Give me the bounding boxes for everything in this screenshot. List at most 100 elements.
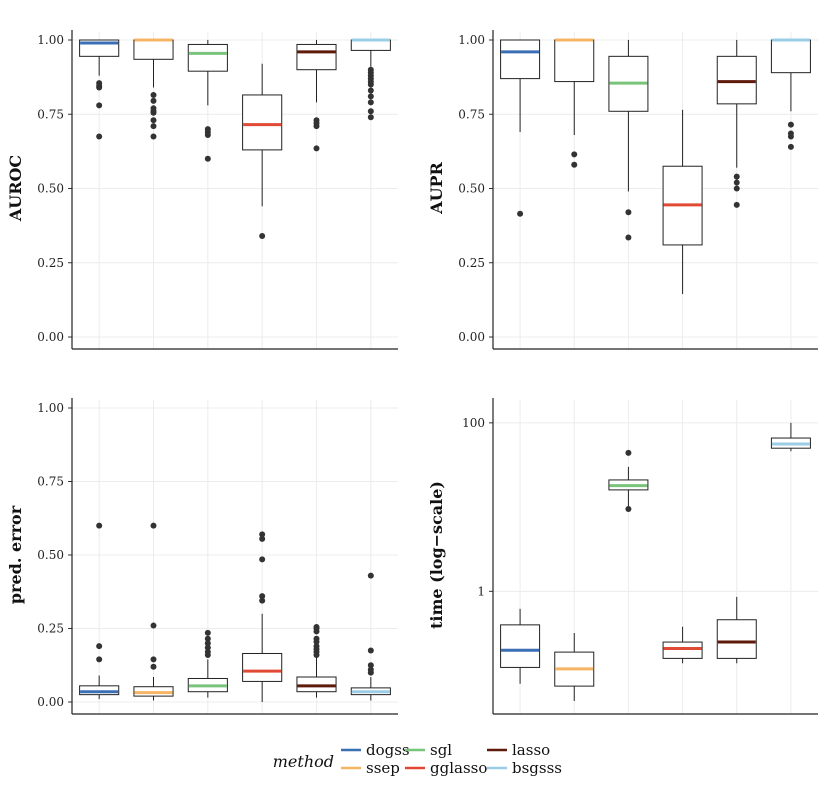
- outlier-prederror-gglasso-3: [259, 593, 266, 600]
- outlier-aupr-sgl-1: [625, 234, 632, 241]
- box-aupr-bsgsss: [770, 38, 811, 150]
- box-time-lasso: [716, 596, 757, 664]
- outlier-aupr-bsgsss-2: [787, 133, 794, 140]
- outlier-prederror-ssep-2: [150, 656, 157, 663]
- legend-label-bsgsss: bsgsss: [512, 759, 562, 777]
- outlier-prederror-bsgsss-2: [367, 662, 374, 669]
- outlier-auroc-lasso-3: [313, 145, 320, 152]
- ytick-label-time-1: 100: [462, 416, 485, 430]
- ylabel-time: time (log−scale): [427, 481, 446, 629]
- outlier-auroc-sgl-2: [204, 132, 211, 139]
- ytick-label-prederror-4: 1.00: [37, 401, 64, 415]
- outlier-prederror-gglasso-0: [259, 531, 266, 538]
- outlier-aupr-lasso-1: [733, 179, 740, 186]
- ytick-label-prederror-3: 0.75: [37, 475, 64, 489]
- outlier-prederror-sgl-5: [204, 651, 211, 658]
- outlier-auroc-bsgsss-10: [367, 114, 374, 121]
- outlier-auroc-ssep-5: [150, 117, 157, 124]
- box-body-time-gglasso: [662, 641, 703, 659]
- ytick-label-prederror-2: 0.50: [37, 548, 64, 562]
- ytick-label-prederror-1: 0.25: [37, 622, 64, 636]
- outlier-prederror-ssep-3: [150, 663, 157, 670]
- outlier-auroc-ssep-1: [150, 97, 157, 104]
- box-body-auroc-sgl: [187, 43, 228, 72]
- ytick-label-aupr-1: 0.25: [458, 256, 485, 270]
- outlier-auroc-ssep-6: [150, 123, 157, 130]
- ytick-label-auroc-3: 0.75: [37, 107, 64, 121]
- box-auroc-bsgsss: [350, 38, 391, 121]
- box-auroc-gglasso: [242, 63, 283, 240]
- ylabel-prederror: pred. error: [6, 505, 25, 604]
- legend-title: method: [273, 752, 334, 771]
- box-body-aupr-dogss: [500, 39, 541, 80]
- box-auroc-dogss: [79, 39, 120, 140]
- ytick-label-aupr-4: 1.00: [458, 33, 485, 47]
- outlier-auroc-bsgsss-5: [367, 81, 374, 88]
- outlier-auroc-bsgsss-7: [367, 93, 374, 100]
- outlier-auroc-bsgsss-8: [367, 99, 374, 106]
- legend-label-sgl: sgl: [430, 741, 452, 759]
- legend-label-ssep: ssep: [366, 759, 400, 777]
- outlier-auroc-dogss-3: [96, 102, 103, 109]
- box-aupr-sgl: [608, 40, 649, 241]
- box-aupr-gglasso: [662, 109, 703, 294]
- outlier-prederror-sgl-3: [204, 644, 211, 651]
- ytick-label-time-0: 1: [477, 584, 485, 598]
- box-prederror-dogss: [79, 522, 120, 700]
- outlier-prederror-lasso-2: [313, 628, 320, 635]
- outlier-auroc-ssep-4: [150, 109, 157, 116]
- outlier-time-sgl-1: [625, 505, 632, 512]
- outlier-auroc-lasso-2: [313, 123, 320, 130]
- ytick-label-prederror-0: 0.00: [37, 695, 64, 709]
- box-body-aupr-bsgsss: [770, 39, 811, 74]
- outlier-prederror-sgl-2: [204, 640, 211, 647]
- ytick-label-aupr-2: 0.50: [458, 182, 485, 196]
- legend-label-lasso: lasso: [512, 741, 550, 759]
- outlier-prederror-sgl-1: [204, 635, 211, 642]
- box-auroc-sgl: [187, 40, 228, 162]
- outlier-aupr-dogss-0: [517, 210, 524, 217]
- outlier-prederror-dogss-2: [96, 656, 103, 663]
- outlier-aupr-ssep-0: [571, 151, 578, 158]
- panel-auroc: AUROC 0.00 0.25 0.50 0.75 1.00: [6, 30, 398, 350]
- box-body-aupr-ssep: [554, 39, 595, 83]
- outlier-prederror-bsgsss-1: [367, 647, 374, 654]
- outlier-prederror-lasso-8: [313, 651, 320, 658]
- box-body-time-lasso: [716, 619, 757, 659]
- panel-prederror: pred. error 0.00 0.25 0.50 0.75 1.00: [6, 398, 398, 715]
- box-time-ssep: [554, 633, 595, 701]
- outlier-prederror-lasso-4: [313, 638, 320, 645]
- panel-aupr: AUPR 0.00 0.25 0.50 0.75 1.00: [427, 30, 818, 350]
- outlier-prederror-dogss-0: [96, 522, 103, 529]
- outlier-auroc-ssep-0: [150, 91, 157, 98]
- ytick-label-aupr-3: 0.75: [458, 107, 485, 121]
- outlier-auroc-bsgsss-9: [367, 108, 374, 115]
- box-time-dogss: [500, 608, 541, 684]
- outlier-auroc-ssep-7: [150, 133, 157, 140]
- box-body-auroc-lasso: [296, 43, 337, 71]
- box-aupr-dogss: [500, 39, 541, 217]
- box-body-prederror-gglasso: [242, 652, 283, 682]
- outlier-aupr-bsgsss-0: [787, 121, 794, 128]
- legend: method dogss ssep sgl gglasso lasso bsgs…: [273, 741, 562, 777]
- outlier-prederror-gglasso-2: [259, 556, 266, 563]
- box-auroc-lasso: [296, 40, 337, 152]
- outlier-auroc-gglasso-0: [259, 233, 266, 240]
- outlier-time-sgl-0: [625, 449, 632, 456]
- outlier-aupr-bsgsss-3: [787, 143, 794, 150]
- outlier-auroc-bsgsss-6: [367, 87, 374, 94]
- box-time-sgl: [608, 449, 649, 512]
- box-body-auroc-gglasso: [242, 94, 283, 151]
- outlier-prederror-bsgsss-4: [367, 669, 374, 676]
- box-time-bsgsss: [770, 422, 811, 452]
- outlier-prederror-gglasso-4: [259, 597, 266, 604]
- box-body-auroc-bsgsss: [350, 39, 391, 51]
- box-body-auroc-ssep: [133, 39, 174, 60]
- box-aupr-ssep: [554, 38, 595, 168]
- legend-label-gglasso: gglasso: [430, 759, 487, 777]
- ytick-label-auroc-1: 0.25: [37, 256, 64, 270]
- outlier-auroc-dogss-4: [96, 133, 103, 140]
- outlier-aupr-lasso-3: [733, 201, 740, 208]
